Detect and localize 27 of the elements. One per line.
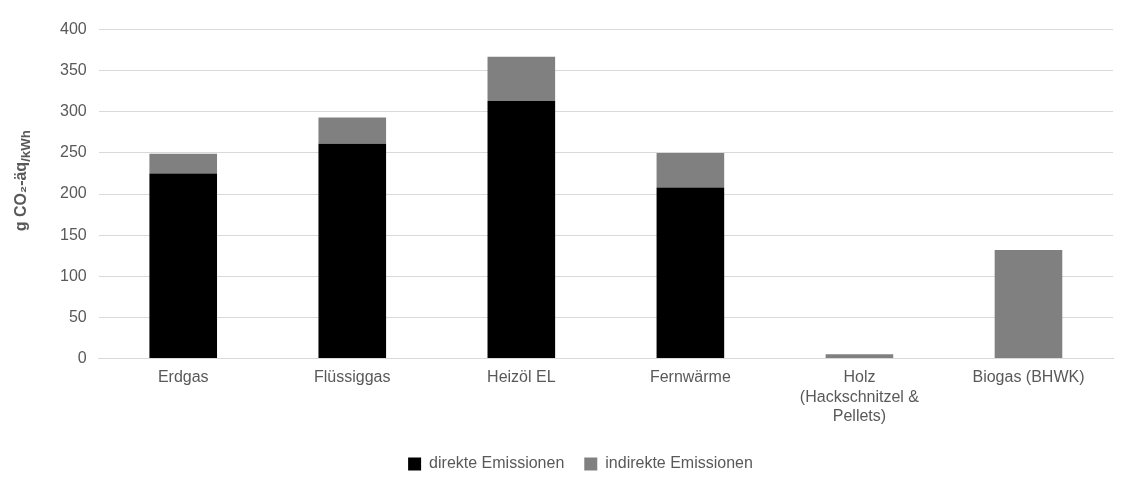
x-tick-label: Biogas (BHWK) (972, 368, 1085, 386)
y-tick-label: 150 (59, 225, 87, 243)
x-tick-label: Fernwärme (649, 368, 731, 386)
x-tick-label: Heizöl EL (487, 368, 556, 386)
y-tick-label: 100 (59, 266, 87, 284)
bar (149, 153, 218, 174)
bar (487, 101, 556, 358)
legend-label: indirekte Emissionen (605, 454, 753, 472)
bar (487, 56, 556, 102)
y-tick-label: 200 (59, 184, 87, 202)
y-tick-label: 350 (59, 61, 87, 79)
x-tick-label: Holz (Hackschnitzel & Pellets) (799, 368, 920, 424)
bar (149, 173, 218, 358)
legend-label: direkte Emissionen (429, 454, 565, 472)
bar (825, 354, 894, 358)
bar (318, 117, 387, 144)
bar (656, 152, 725, 188)
y-tick-label: 400 (59, 20, 87, 38)
x-tick-label: Erdgas (157, 368, 209, 386)
y-tick-label: 300 (59, 102, 87, 120)
y-tick-label: 250 (59, 143, 87, 161)
bar (656, 187, 725, 358)
y-tick-label: 50 (68, 307, 87, 325)
bar (318, 143, 387, 358)
y-tick-label: 0 (77, 348, 87, 366)
x-tick-label: Flüssiggas (314, 368, 391, 386)
bar (994, 249, 1063, 358)
